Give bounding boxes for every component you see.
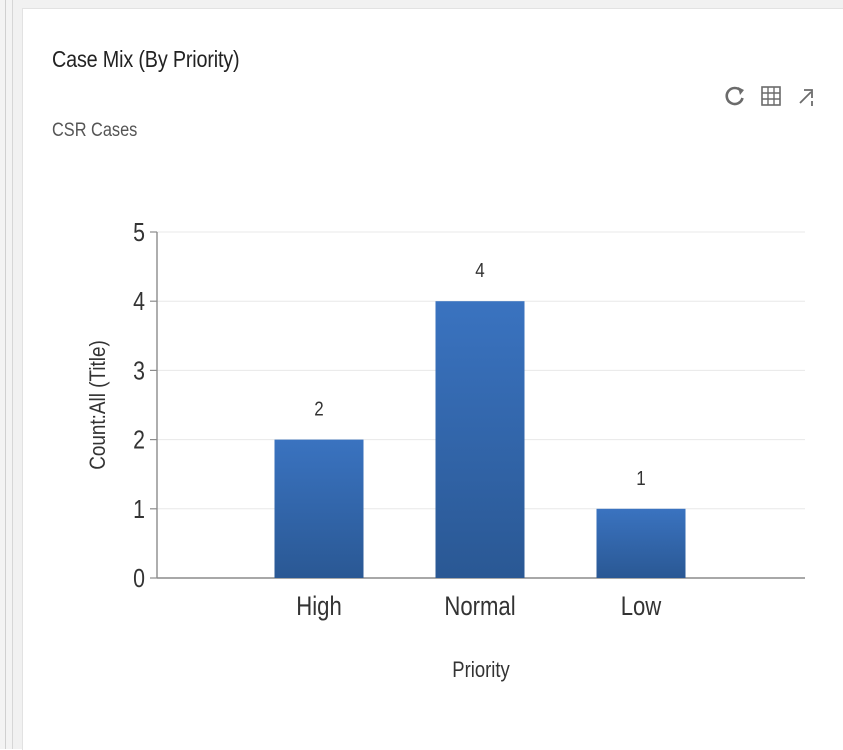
chart-labels: 0 1 2 3 4 5 2 High 4 Normal 1 Low Priority Count:All … xyxy=(86,218,662,682)
bar-low[interactable] xyxy=(596,508,686,578)
refresh-button[interactable] xyxy=(721,82,749,110)
data-label: 4 xyxy=(475,259,484,282)
x-tick-label: High xyxy=(296,592,342,622)
bars xyxy=(274,301,686,578)
data-label: 1 xyxy=(636,466,645,489)
y-tick-label: 5 xyxy=(133,218,145,248)
refresh-icon xyxy=(725,86,744,106)
y-axis-title: Count:All (Title) xyxy=(86,340,111,470)
view-records-button[interactable] xyxy=(757,82,785,110)
x-tick-label: Low xyxy=(621,592,662,622)
bar-normal[interactable] xyxy=(435,301,525,578)
y-tick-label: 4 xyxy=(133,287,145,317)
chart-toolbar xyxy=(699,82,819,112)
chart-subtitle[interactable]: CSR Cases xyxy=(52,120,138,141)
chart-title: Case Mix (By Priority) xyxy=(52,46,240,72)
y-tick-label: 0 xyxy=(133,564,145,594)
expand-chart-button[interactable] xyxy=(791,82,819,110)
x-axis-title: Priority xyxy=(452,659,510,683)
data-label: 2 xyxy=(314,397,323,420)
left-edge-divider xyxy=(5,0,6,749)
grid-icon xyxy=(761,86,781,106)
x-tick-label: Normal xyxy=(444,592,515,622)
y-tick-label: 3 xyxy=(133,356,145,386)
y-tick-label: 1 xyxy=(133,495,145,525)
y-tick-label: 2 xyxy=(133,426,145,456)
expand-icon xyxy=(799,89,813,106)
left-edge-strip xyxy=(0,0,13,749)
chart-panel xyxy=(22,8,843,750)
bar-high[interactable] xyxy=(274,439,364,578)
